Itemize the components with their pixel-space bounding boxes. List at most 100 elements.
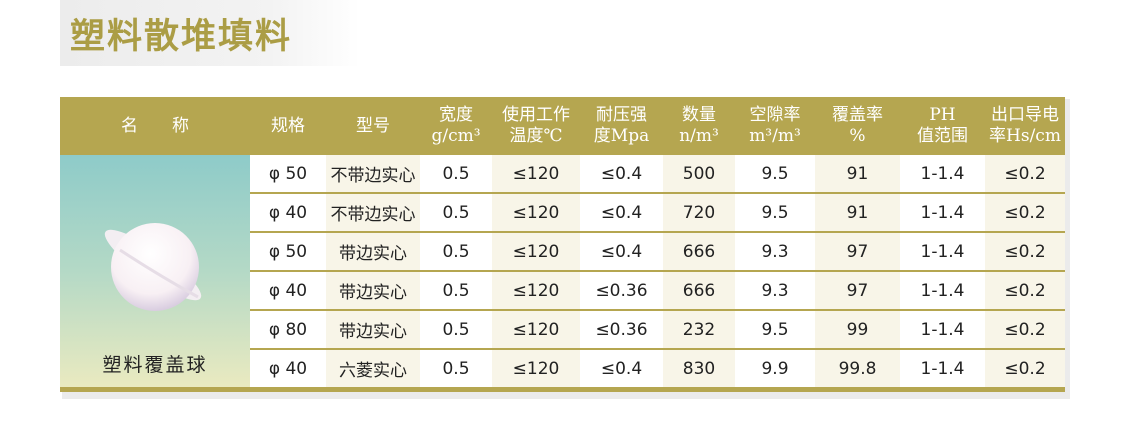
table-row: φ 40 六菱实心 0.5 ≤120 ≤0.4 830 9.9 99.8 1-1.4 ≤0.2 [60,349,1065,392]
cell-ph: 1-1.4 [900,232,985,272]
spec-table: 名 称规格 型号 宽度 g/cm³ 使用工作 温度℃ 耐压强 度Mpa 数量 n/m³ 空隙率 m³/… [60,97,1065,392]
cell-ph: 1-1.4 [900,349,985,392]
cell-density: 0.5 [420,310,492,350]
cell-coverage: 91 [815,193,900,233]
table-header: 名 称规格 型号 宽度 g/cm³ 使用工作 温度℃ 耐压强 度Mpa 数量 n/m³ 空隙率 m³/… [60,97,1065,155]
header-model: 型号 [326,97,420,155]
table-row: 塑料覆盖球 φ 50 不带边实心 0.5 ≤120 ≤0.4 500 9.5 91 1-1.4 ≤0… [60,155,1065,392]
cell-voidage: 9.3 [735,271,815,311]
plastic-cover-ball-image [104,223,202,311]
cell-spec: φ 40 [250,349,326,392]
cell-temperature: ≤120 [492,155,580,194]
cell-spec: φ 40 [250,193,326,233]
cell-density: 0.5 [420,232,492,272]
header-conductivity: 出口导电 率Hs/cm [985,97,1065,155]
header-label: PH [929,105,956,125]
cell-quantity: 666 [663,232,735,272]
header-unit: % [849,126,866,146]
cell-spec: φ 50 [250,155,326,194]
cell-temperature: ≤120 [492,349,580,392]
cell-pressure: ≤0.4 [580,232,663,272]
header-label: 数量 [682,105,716,125]
table-row: φ 50 带边实心 0.5 ≤120 ≤0.4 666 9.3 97 1-1.4 ≤0.2 [60,232,1065,272]
header-label: 规格 [271,115,305,136]
cell-pressure: ≤0.4 [580,193,663,233]
cell-quantity: 666 [663,271,735,311]
header-name: 名 称 [60,97,250,155]
cell-temperature: ≤120 [492,232,580,272]
cell-model: 不带边实心 [326,155,420,194]
cell-conductivity: ≤0.2 [985,155,1065,194]
cell-density: 0.5 [420,155,492,194]
cell-pressure: ≤0.4 [580,349,663,392]
header-label: 型号 [356,115,390,136]
cell-coverage: 97 [815,271,900,311]
cell-quantity: 720 [663,193,735,233]
cell-coverage: 99 [815,310,900,350]
cell-voidage: 9.5 [735,310,815,350]
cell-model: 带边实心 [326,310,420,350]
table-row: φ 80 带边实心 0.5 ≤120 ≤0.36 232 9.5 99 1-1.4 ≤0.2 [60,310,1065,350]
header-label: 使用工作 [502,105,570,125]
cell-ph: 1-1.4 [900,310,985,350]
table-row: φ 40 不带边实心 0.5 ≤120 ≤0.4 720 9.5 91 1-1.4 ≤0.2 [60,193,1065,233]
cell-temperature: ≤120 [492,193,580,233]
cell-coverage: 97 [815,232,900,272]
header-label: 覆盖率 [832,105,883,125]
cell-coverage: 91 [815,155,900,194]
header-unit: g/cm³ [431,126,481,146]
cell-ph: 1-1.4 [900,155,985,194]
cell-temperature: ≤120 [492,271,580,311]
header-spec: 规格 [250,97,326,155]
cell-model: 带边实心 [326,232,420,272]
cell-model: 不带边实心 [326,193,420,233]
header-temperature: 使用工作 温度℃ [492,97,580,155]
cell-voidage: 9.9 [735,349,815,392]
cell-spec: φ 80 [250,310,326,350]
header-label: 空隙率 [749,105,801,125]
cell-temperature: ≤120 [492,310,580,350]
header-voidage: 空隙率 m³/m³ [735,97,815,155]
cell-spec: φ 50 [250,232,326,272]
cell-quantity: 232 [663,310,735,350]
header-pressure: 耐压强 度Mpa [580,97,663,155]
header-label: 宽度 [439,105,473,125]
header-unit: 度Mpa [593,126,650,146]
header-unit: 率Hs/cm [989,126,1061,146]
header-label: 耐压强 [596,105,647,125]
cell-pressure: ≤0.36 [580,310,663,350]
cell-voidage: 9.5 [735,155,815,194]
cell-ph: 1-1.4 [900,193,985,233]
cell-density: 0.5 [420,271,492,311]
cell-density: 0.5 [420,193,492,233]
cell-conductivity: ≤0.2 [985,349,1065,392]
cell-conductivity: ≤0.2 [985,193,1065,233]
cell-voidage: 9.3 [735,232,815,272]
cell-pressure: ≤0.36 [580,271,663,311]
cell-quantity: 500 [663,155,735,194]
header-label: 出口导电 [991,105,1059,125]
cell-model: 带边实心 [326,271,420,311]
title-background [60,0,360,66]
header-unit: m³/m³ [749,126,801,146]
header-unit: n/m³ [679,126,719,146]
header-ph: PH 值范围 [900,97,985,155]
header-unit: 值范围 [917,126,968,146]
product-cell: 塑料覆盖球 [60,155,250,392]
header-coverage: 覆盖率% [815,97,900,155]
cell-pressure: ≤0.4 [580,155,663,194]
cell-coverage: 99.8 [815,349,900,392]
cell-spec: φ 40 [250,271,326,311]
product-name: 塑料覆盖球 [102,354,208,376]
cell-model: 六菱实心 [326,349,420,392]
cell-quantity: 830 [663,349,735,392]
header-quantity: 数量 n/m³ [663,97,735,155]
cell-density: 0.5 [420,349,492,392]
cell-conductivity: ≤0.2 [985,232,1065,272]
page-title: 塑料散堆填料 [70,17,293,57]
cell-ph: 1-1.4 [900,271,985,311]
cell-conductivity: ≤0.2 [985,310,1065,350]
table-row: φ 40 带边实心 0.5 ≤120 ≤0.36 666 9.3 97 1-1.4 ≤0.2 [60,271,1065,311]
header-label: 名 称 [121,115,189,136]
header-density: 宽度 g/cm³ [420,97,492,155]
